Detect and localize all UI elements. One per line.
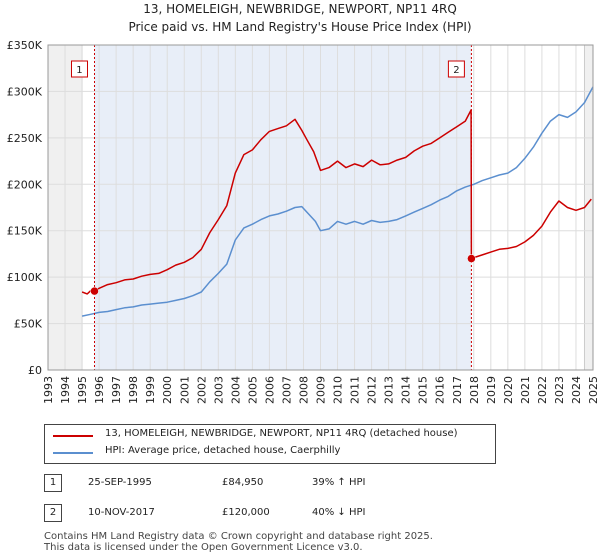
property-line-swatch xyxy=(53,435,93,437)
sale-point-marker xyxy=(467,254,476,263)
x-tick-label: 1995 xyxy=(76,376,89,404)
y-tick-label: £0 xyxy=(28,364,42,377)
x-tick-label: 2023 xyxy=(553,376,566,404)
y-tick-label: £350K xyxy=(7,39,43,52)
x-tick-label: 2002 xyxy=(195,376,208,404)
x-tick-label: 2021 xyxy=(519,376,532,404)
footer-licence: This data is licensed under the Open Gov… xyxy=(44,542,363,553)
x-tick-label: 2020 xyxy=(502,376,515,404)
x-tick-label: 2009 xyxy=(315,376,328,404)
x-tick-label: 2015 xyxy=(417,376,430,404)
y-tick-label: £150K xyxy=(7,225,43,238)
transaction-row: 1 25-SEP-1995 £84,950 39% ↑ HPI xyxy=(0,474,600,494)
annotation-label: 2 xyxy=(453,65,459,76)
transaction-date: 25-SEP-1995 xyxy=(88,477,152,488)
y-tick-label: £300K xyxy=(7,85,43,98)
transaction-price: £84,950 xyxy=(222,477,264,488)
x-tick-label: 2016 xyxy=(434,376,447,404)
sale-point-marker xyxy=(90,286,99,296)
transaction-hpi-delta: 40% ↓ HPI xyxy=(312,507,366,518)
annotation-label: 1 xyxy=(76,65,82,76)
x-tick-label: 1993 xyxy=(42,376,55,404)
x-tick-label: 2014 xyxy=(400,376,413,404)
chart-subtitle: Price paid vs. HM Land Registry's House … xyxy=(128,20,472,34)
x-tick-label: 1996 xyxy=(93,376,106,404)
chart-title: 13, HOMELEIGH, NEWBRIDGE, NEWPORT, NP11 … xyxy=(143,2,457,16)
x-tick-label: 2008 xyxy=(297,376,310,404)
x-tick-label: 2010 xyxy=(332,376,345,404)
x-tick-label: 1999 xyxy=(144,376,157,404)
ownership-period-band xyxy=(94,45,472,370)
x-tick-label: 1998 xyxy=(127,376,140,404)
transaction-price: £120,000 xyxy=(222,507,270,518)
annotation-box xyxy=(70,60,88,78)
plot-frame xyxy=(47,44,594,371)
x-tick-label: 2006 xyxy=(263,376,276,404)
x-tick-label: 1997 xyxy=(110,376,123,404)
annotation-box xyxy=(447,60,465,78)
transaction-marker: 1 xyxy=(44,474,62,492)
legend-label-property: 13, HOMELEIGH, NEWBRIDGE, NEWPORT, NP11 … xyxy=(105,428,458,439)
legend: 13, HOMELEIGH, NEWBRIDGE, NEWPORT, NP11 … xyxy=(44,424,496,464)
x-tick-label: 2005 xyxy=(246,376,259,404)
x-tick-label: 2017 xyxy=(451,376,464,404)
hpi-line xyxy=(81,86,594,317)
x-tick-label: 2011 xyxy=(349,376,362,404)
x-tick-label: 2013 xyxy=(383,376,396,404)
y-tick-label: £200K xyxy=(7,178,43,191)
property-price-line xyxy=(81,109,592,295)
y-tick-label: £50K xyxy=(14,318,43,331)
x-tick-label: 2004 xyxy=(229,376,242,404)
transaction-hpi-delta: 39% ↑ HPI xyxy=(312,477,366,488)
y-tick-label: £100K xyxy=(7,271,43,284)
x-tick-label: 2025 xyxy=(587,376,600,404)
price-chart: 1 2 £0 £50K £100K £150K £200K £250K £300K £350K 1… xyxy=(7,39,600,404)
hpi-line-swatch xyxy=(53,452,93,454)
x-tick-label: 2001 xyxy=(178,376,191,404)
x-tick-label: 2022 xyxy=(536,376,549,404)
transaction-date: 10-NOV-2017 xyxy=(88,507,155,518)
x-tick-label: 2019 xyxy=(485,376,498,404)
x-tick-label: 2000 xyxy=(161,376,174,404)
footer-copyright: Contains HM Land Registry data © Crown c… xyxy=(44,531,433,542)
x-tick-label: 2024 xyxy=(570,376,583,404)
x-tick-label: 2012 xyxy=(366,376,379,404)
y-tick-label: £250K xyxy=(7,132,43,145)
x-tick-label: 2007 xyxy=(280,376,293,404)
x-tick-label: 2003 xyxy=(212,376,225,404)
x-tick-label: 2018 xyxy=(468,376,481,404)
legend-label-hpi: HPI: Average price, detached house, Caer… xyxy=(105,445,341,456)
transaction-marker: 2 xyxy=(44,504,62,522)
x-tick-label: 1994 xyxy=(59,376,72,404)
transaction-row: 2 10-NOV-2017 £120,000 40% ↓ HPI xyxy=(0,504,600,524)
